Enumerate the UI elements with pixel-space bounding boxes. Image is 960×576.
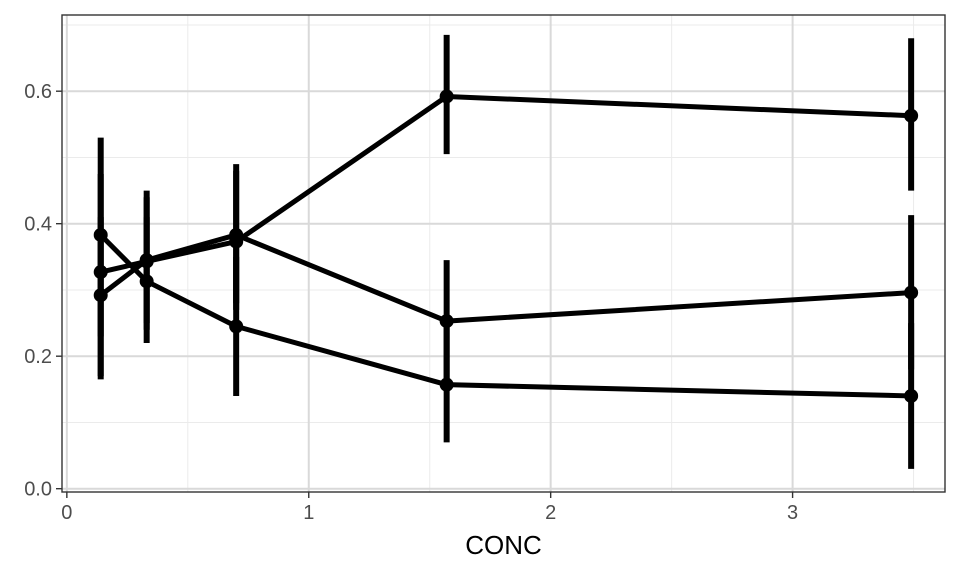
data-point bbox=[439, 377, 454, 392]
series-line bbox=[99, 232, 912, 324]
data-point bbox=[93, 265, 108, 280]
data-point bbox=[139, 254, 154, 269]
data-point bbox=[439, 89, 454, 104]
series-layer bbox=[93, 34, 919, 469]
data-point bbox=[904, 108, 919, 123]
data-point bbox=[904, 388, 919, 403]
data-point bbox=[229, 234, 244, 249]
y-tick-label: 0.4 bbox=[24, 214, 52, 236]
x-tick-label: 0 bbox=[61, 502, 72, 524]
series-3 bbox=[93, 34, 919, 380]
y-tick-label: 0.6 bbox=[24, 81, 52, 103]
y-tick-label: 0.0 bbox=[24, 479, 52, 501]
data-point bbox=[229, 319, 244, 334]
x-tick-label: 2 bbox=[545, 502, 556, 524]
y-tick-label: 0.2 bbox=[24, 346, 52, 368]
x-axis-title: CONC bbox=[465, 530, 542, 560]
series-2 bbox=[93, 164, 919, 383]
axes: 0 1 2 3 0.0 0.2 0.4 0.6 bbox=[24, 81, 798, 524]
x-tick-label: 3 bbox=[787, 502, 798, 524]
panel-border bbox=[61, 14, 946, 493]
series-1 bbox=[93, 137, 919, 469]
data-point bbox=[904, 285, 919, 300]
series-line bbox=[100, 93, 912, 275]
grid bbox=[62, 15, 945, 492]
data-point bbox=[439, 314, 454, 329]
x-tick-label: 1 bbox=[303, 502, 314, 524]
